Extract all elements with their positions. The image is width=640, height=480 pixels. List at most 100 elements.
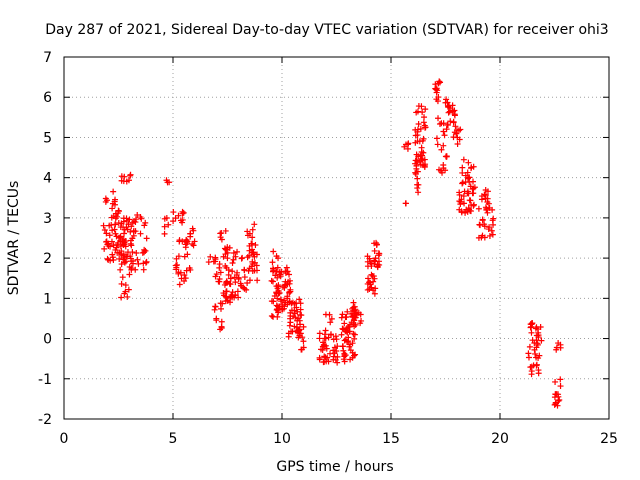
data-point [135,260,142,267]
data-point [287,288,294,295]
data-point [554,402,561,409]
data-point [452,123,459,130]
data-point [294,308,301,315]
data-point [296,326,303,333]
x-tick-labels: 0 5 10 15 20 25 [60,431,618,447]
data-point [275,308,282,315]
data-point [229,260,236,267]
data-point [180,209,187,216]
data-point [551,401,558,408]
data-point [339,325,346,332]
data-point [218,325,225,332]
data-point [121,230,128,237]
data-point [328,315,335,322]
data-point [338,331,345,338]
data-point [186,264,193,271]
y-axis-label: SDTVAR / TECUs [6,181,22,296]
x-tick-label: 5 [169,431,178,447]
y-tick-label: 2 [43,251,52,267]
data-point [325,334,332,341]
data-point [450,108,457,115]
data-point [327,350,334,357]
data-point [316,330,323,337]
data-point [319,346,326,353]
y-tick-label: 3 [43,211,52,227]
data-point [183,267,190,274]
data-point [244,228,251,235]
data-point [445,109,452,116]
data-point [132,266,139,273]
data-point [278,268,285,275]
data-point [481,191,488,198]
data-point [161,223,168,230]
data-point [225,266,232,273]
data-point [371,290,378,297]
data-point [239,254,246,261]
data-point [454,141,461,148]
data-point [284,295,291,302]
data-point [556,396,563,403]
data-point [230,256,237,263]
data-point [343,314,350,321]
data-point [316,335,323,342]
data-point [234,248,241,255]
data-point [121,241,128,248]
data-point [137,230,144,237]
data-point [216,261,223,268]
data-point [414,175,421,182]
data-point [366,255,373,262]
data-point [288,328,295,335]
data-point [471,184,478,191]
data-point [179,216,186,223]
data-point [415,189,422,196]
data-point [246,265,253,272]
data-point [109,251,116,258]
x-tick-label: 25 [600,431,618,447]
data-point [176,281,183,288]
data-point [436,120,443,127]
data-point [441,132,448,139]
data-point [133,249,140,256]
data-point [525,354,532,361]
data-point [212,273,219,280]
data-point [447,118,454,125]
data-point [327,319,334,326]
data-point [453,130,460,137]
data-point [345,323,352,330]
data-point [322,342,329,349]
data-point [112,221,119,228]
data-point [246,252,253,259]
data-point [528,329,535,336]
data-point [175,212,182,219]
data-point [218,318,225,325]
data-point [117,243,124,250]
data-point [533,344,540,351]
data-point [211,306,218,313]
plot-frame [63,56,610,420]
data-point [365,275,372,282]
data-point [321,353,328,360]
data-point [110,257,117,264]
data-point [349,310,356,317]
data-point [402,200,409,207]
data-point [375,250,382,257]
data-point [129,249,136,256]
data-point [350,299,357,306]
data-point [534,340,541,347]
data-point [422,106,429,113]
data-point [351,331,358,338]
data-point [367,279,374,286]
data-point [482,204,489,211]
data-point [490,221,497,228]
data-point [224,255,231,262]
data-point [272,272,279,279]
data-point [126,271,133,278]
data-point [227,281,234,288]
data-point [457,201,464,208]
data-point [451,107,458,114]
data-point [323,358,330,365]
data-point [170,218,177,225]
data-point [121,259,128,266]
data-point [223,278,230,285]
